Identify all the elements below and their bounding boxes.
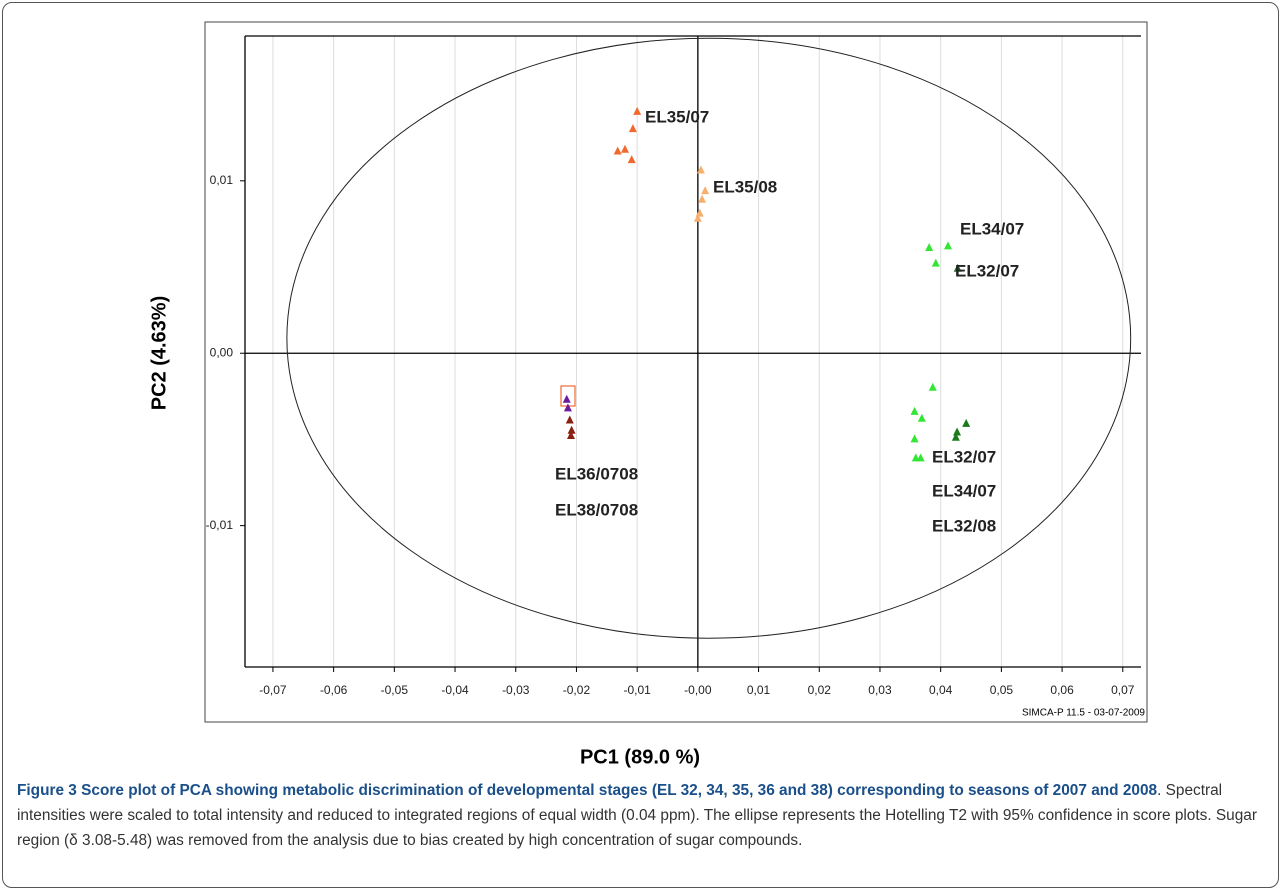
point (696, 165, 705, 174)
point (953, 263, 962, 272)
x-tick-label: 0,07 (1111, 683, 1135, 697)
point (910, 434, 919, 443)
selection-box (560, 385, 576, 407)
x-tick-label: 0,04 (929, 683, 953, 697)
x-tick-label: -0,07 (259, 683, 287, 697)
x-tick-label: 0,02 (808, 683, 832, 697)
caption: Figure 3 Score plot of PCA showing metab… (17, 778, 1272, 853)
point-label: EL32/07 (932, 447, 996, 466)
point (917, 413, 926, 422)
x-tick-label: 0,06 (1050, 683, 1074, 697)
x-axis-title: PC1 (89.0 %) (580, 746, 700, 768)
x-tick-label: 0,03 (868, 683, 892, 697)
point (563, 403, 572, 412)
point (693, 213, 702, 222)
point (567, 425, 576, 434)
point (943, 241, 952, 250)
watermark: SIMCA-P 11.5 - 03-07-2009 (1022, 708, 1145, 719)
point (565, 415, 574, 424)
y-tick-label: -0,01 (206, 518, 234, 532)
x-tick-label: -0,00 (684, 683, 712, 697)
y-axis-title: PC2 (4.63%) (148, 296, 170, 411)
point (701, 186, 710, 195)
point-label: EL34/07 (932, 481, 996, 500)
point (925, 243, 934, 252)
point-label: EL34/07 (960, 219, 1024, 238)
x-tick-label: -0,04 (441, 683, 469, 697)
point (633, 106, 642, 115)
point (931, 258, 940, 267)
point (621, 144, 630, 153)
point (962, 418, 971, 427)
y-tick-label: 0,00 (210, 345, 234, 359)
point-label: EL35/07 (645, 107, 709, 126)
point (566, 430, 575, 439)
point (916, 453, 925, 462)
point (628, 124, 637, 133)
point (910, 406, 919, 415)
x-tick-label: 0,01 (747, 683, 771, 697)
point-label: EL36/0708 (555, 464, 638, 483)
point (613, 146, 622, 155)
plot-frame (204, 21, 1148, 723)
point (953, 427, 962, 436)
x-tick-label: -0,03 (502, 683, 530, 697)
point (627, 155, 636, 164)
x-tick-label: -0,05 (381, 683, 409, 697)
x-tick-label: -0,01 (623, 683, 651, 697)
point-label: EL32/07 (955, 261, 1019, 280)
caption-title: Figure 3 Score plot of PCA showing metab… (17, 782, 1158, 799)
point (695, 208, 704, 217)
point (562, 394, 571, 403)
point-label: EL38/0708 (555, 500, 638, 519)
point-label: EL35/08 (713, 177, 777, 196)
confidence-ellipse (286, 37, 1132, 639)
x-tick-label: -0,06 (320, 683, 348, 697)
point (928, 382, 937, 391)
point-label: EL32/08 (932, 516, 996, 535)
point (698, 194, 707, 203)
x-tick-label: -0,02 (563, 683, 591, 697)
point (951, 432, 960, 441)
caption-text: . Spectral intensities were scaled to to… (17, 782, 1257, 849)
y-tick-label: 0,01 (210, 173, 234, 187)
x-tick-label: 0,05 (990, 683, 1014, 697)
